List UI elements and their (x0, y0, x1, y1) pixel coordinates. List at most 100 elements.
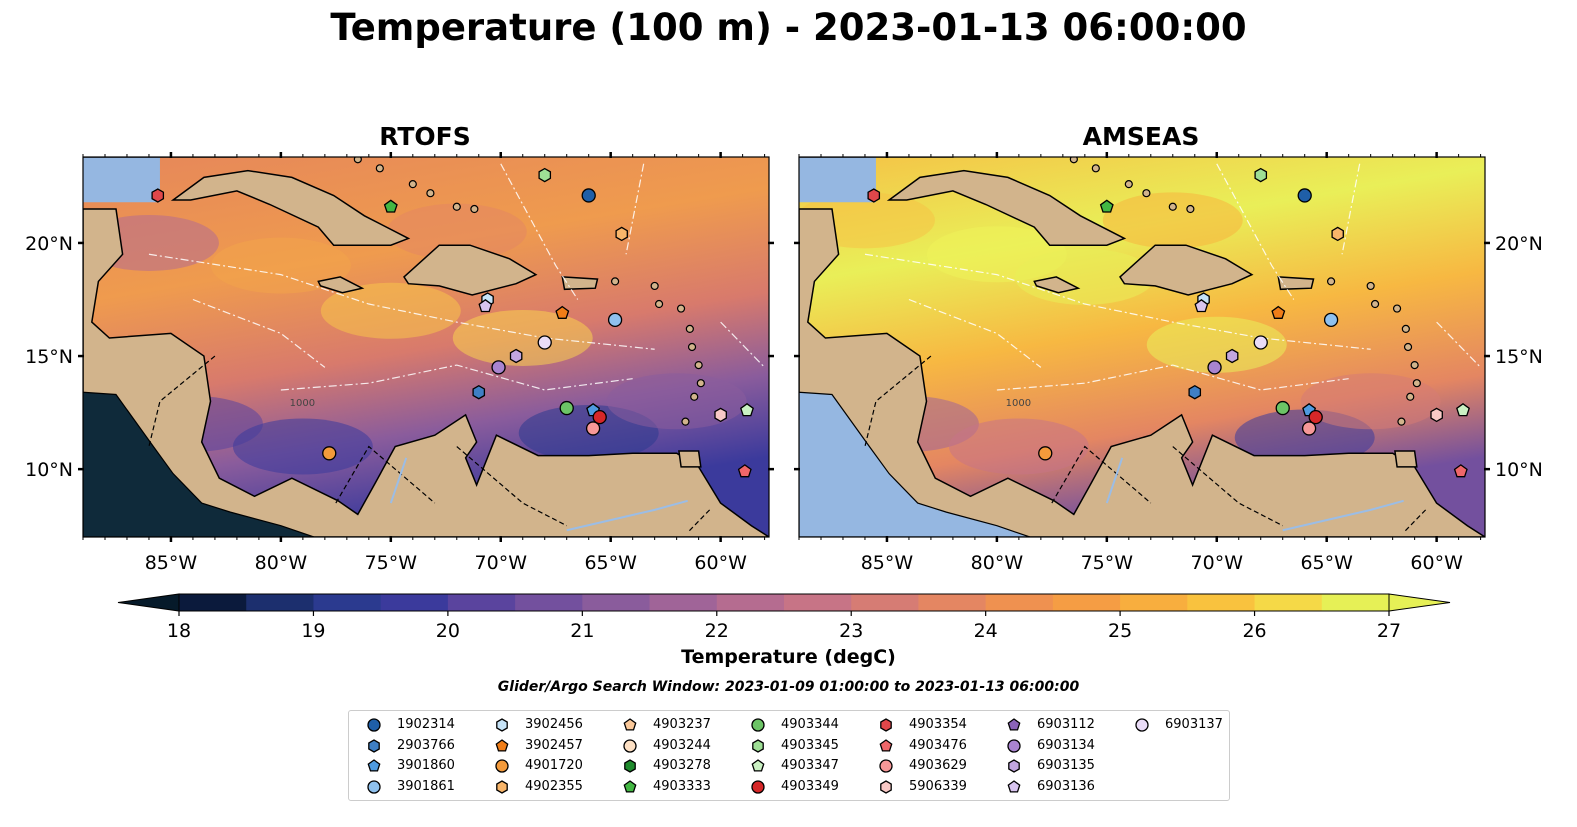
colorbar-tick-label: 26 (1242, 620, 1266, 642)
legend-label: 6903134 (1037, 737, 1095, 753)
country-border (456, 446, 567, 527)
pacific-coast (83, 391, 315, 537)
figure-title: Temperature (100 m) - 2023-01-13 06:00:0… (330, 6, 1247, 49)
float-marker-6903135 (1225, 348, 1239, 364)
legend-label: 4903333 (653, 778, 711, 794)
eez-boundary (500, 163, 579, 300)
small-island (681, 417, 690, 426)
float-marker-2903766 (472, 384, 486, 400)
legend-marker-hexagon (496, 779, 508, 794)
map-frame (798, 156, 1486, 538)
float-marker-2903766 (1188, 384, 1202, 400)
legend-marker-pentagon (1007, 718, 1021, 731)
eez-boundary (625, 163, 645, 255)
eez-boundary (1216, 163, 1295, 300)
legend-marker-circle (367, 718, 381, 732)
small-island (690, 392, 699, 401)
legend-marker-circle (1007, 738, 1021, 753)
jamaica-land (317, 276, 365, 294)
country-border (1403, 509, 1427, 533)
float-marker-4903345 (1254, 167, 1268, 183)
legend-label: 6903112 (1037, 717, 1095, 732)
float-marker-1902314 (581, 188, 596, 203)
float-marker-6903136 (478, 298, 493, 313)
float-marker-4903629 (1301, 421, 1317, 436)
legend-marker-pentagon (495, 738, 509, 752)
float-marker-4903354 (151, 188, 165, 203)
eez-boundary (148, 253, 655, 350)
colorbar-segment (716, 594, 785, 611)
colorbar-segment (313, 594, 382, 611)
colorbar-segment (1321, 594, 1390, 611)
float-marker-6903134 (1207, 360, 1222, 375)
colorbar-segment (1052, 594, 1121, 611)
legend-label: 4903354 (909, 717, 967, 732)
lat-tick-label: 20°N (1495, 233, 1543, 255)
small-island (1370, 299, 1380, 309)
lon-tick-label: 80°W (971, 552, 1024, 574)
small-island (1392, 304, 1402, 313)
legend-marker-circle (879, 759, 893, 773)
lon-tick-label: 65°W (584, 552, 637, 574)
search-window-text: Glider/Argo Search Window: 2023-01-09 01… (497, 679, 1080, 695)
small-island (696, 379, 705, 388)
float-marker-1902314 (1297, 188, 1312, 203)
eez-boundary (192, 298, 326, 368)
eez-boundary (864, 253, 1371, 350)
hispaniola-land (1119, 244, 1254, 296)
lon-tick-label: 70°W (1191, 552, 1244, 574)
float-marker-5906339 (1430, 407, 1443, 423)
small-island (375, 164, 384, 173)
small-island (1412, 379, 1421, 388)
float-marker-3901861 (1323, 312, 1339, 328)
float-marker-4903349 (592, 409, 607, 425)
legend-label: 4903278 (653, 758, 711, 773)
small-island (676, 304, 686, 313)
map-panel-amseas: 1000 85°W 80°W 75°W 70°W 65°W 60°W 20°N 15°N 10°N (794, 140, 1543, 574)
colorbar-frame (178, 593, 1390, 612)
small-island (1040, 140, 1047, 147)
legend-label: 4903349 (781, 778, 839, 794)
eez-boundary (720, 321, 766, 368)
legend-marker-circle (751, 718, 765, 732)
float-marker-4903347 (740, 402, 754, 417)
colorbar-segment (851, 594, 919, 611)
float-marker-4903344 (559, 400, 574, 416)
rtofs-panel-title: RTOFS (379, 122, 471, 151)
lat-tick-label: 20°N (25, 233, 73, 255)
colorbar-tick-label: 24 (974, 620, 998, 642)
gulf-shelf (83, 157, 160, 203)
legend-label: 6903137 (1165, 717, 1223, 732)
legend-marker-hexagon (624, 759, 636, 773)
float-marker-4903345 (538, 167, 552, 183)
lat-tick-label: 10°N (25, 459, 73, 481)
float-marker-4903349 (1308, 409, 1323, 425)
legend-label: 4903629 (909, 758, 967, 773)
legend-marker-circle (367, 779, 381, 794)
eez-boundary (1436, 321, 1482, 368)
country-border (1172, 446, 1283, 527)
jamaica-land (1033, 276, 1081, 294)
legend-label: 2903766 (397, 737, 455, 753)
colorbar-tick-label: 23 (839, 620, 863, 642)
lon-tick-label: 85°W (145, 552, 198, 574)
small-island (1366, 281, 1375, 291)
cuba-land (170, 169, 411, 246)
country-border (687, 509, 711, 533)
legend-label: 5906339 (909, 778, 967, 794)
colorbar-segment (179, 594, 247, 611)
colorbar-segment (784, 594, 852, 611)
colorbar-segment (649, 594, 718, 611)
small-island (685, 324, 694, 334)
small-island (426, 189, 435, 198)
contour-label: 1000 (1006, 398, 1031, 409)
small-island (654, 299, 664, 309)
pacific-coast (799, 391, 1031, 537)
legend-marker-circle (495, 759, 509, 773)
float-marker-4903344 (1275, 400, 1290, 416)
lon-tick-label: 85°W (861, 552, 914, 574)
small-island (408, 180, 417, 189)
colorbar-segment (1254, 594, 1323, 611)
colorbar-segment (918, 594, 987, 611)
legend-marker-hexagon (752, 738, 764, 753)
